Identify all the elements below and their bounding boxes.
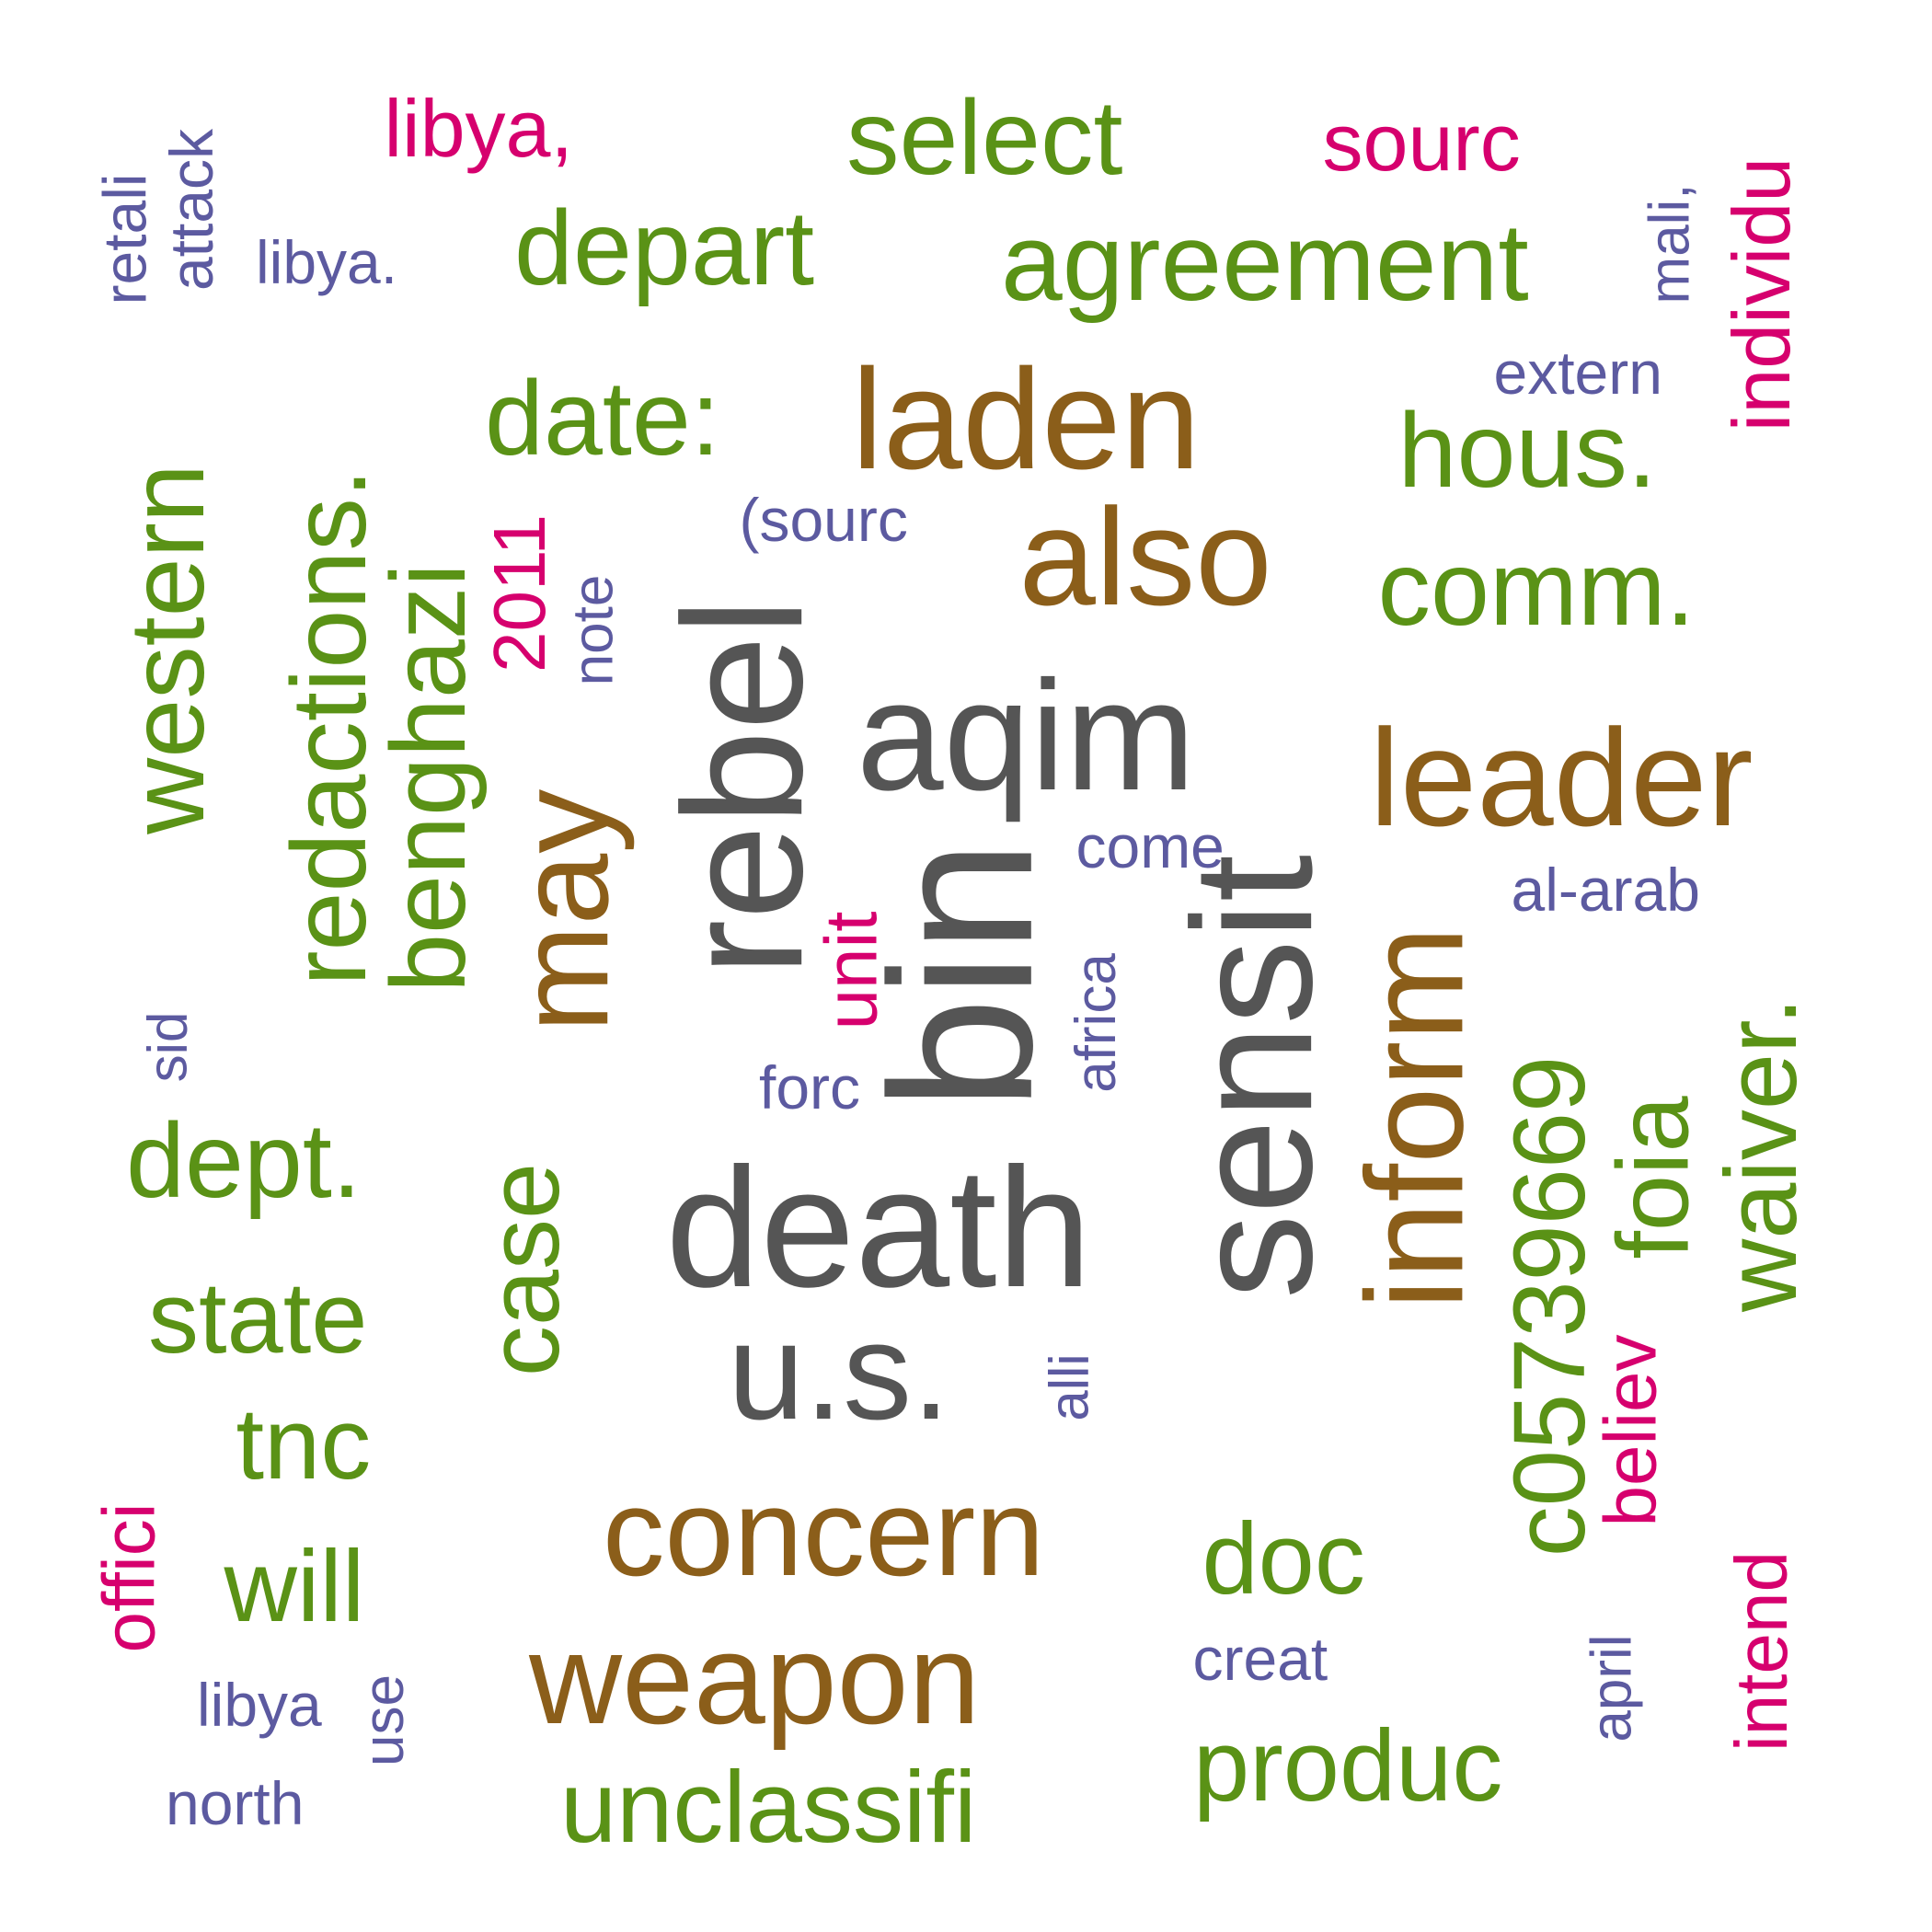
word-sid: sid	[135, 1011, 198, 1083]
word-attack: attack	[157, 128, 226, 292]
word-western: western	[108, 463, 226, 834]
word-hous: hous.	[1397, 391, 1657, 510]
word-benghazi: benghazi	[369, 562, 488, 993]
word-2011: 2011	[478, 513, 561, 673]
word-sourc: sourc	[1322, 97, 1521, 188]
word-april: april	[1580, 1634, 1644, 1742]
word-select: select	[846, 78, 1123, 197]
word-intend: intend	[1719, 1551, 1802, 1752]
word-al-arab: al-arab	[1511, 856, 1700, 924]
word-offici: offici	[87, 1502, 170, 1653]
word-inform: inform	[1336, 926, 1491, 1310]
word-believ: believ	[1589, 1334, 1672, 1527]
word-extern: extern	[1493, 339, 1662, 407]
word-leader: leader	[1369, 700, 1754, 855]
word-may: may	[490, 788, 636, 1033]
word-aqim: aqim	[857, 649, 1196, 823]
word-libya: libya.	[256, 228, 398, 296]
word-redactions: redactions.	[270, 467, 388, 986]
word-mali: mali,	[1637, 183, 1701, 305]
word-date: date:	[485, 359, 720, 477]
word-note: note	[560, 574, 625, 686]
word-dept: dept.	[126, 1101, 362, 1220]
word-foia: foia	[1596, 1096, 1710, 1259]
word-africa: africa	[1064, 953, 1128, 1093]
word-agreement: agreement	[1001, 201, 1529, 324]
word-unclassifi: unclassifi	[560, 1751, 977, 1864]
word-sourc: (sourc	[739, 486, 908, 554]
word-depart: depart	[514, 189, 815, 307]
word-individu: individu	[1716, 156, 1808, 432]
word-north: north	[166, 1769, 305, 1837]
word-concern: concern	[603, 1462, 1045, 1602]
word-creat: creat	[1192, 1625, 1328, 1693]
word-waiver: waiver.	[1705, 996, 1819, 1313]
word-also: also	[1018, 479, 1272, 634]
word-c05739669: c05739669	[1493, 1055, 1607, 1558]
word-retali: retali	[90, 173, 159, 305]
word-comm: comm.	[1377, 529, 1696, 648]
word-forc: forc	[759, 1053, 861, 1121]
word-alli: alli	[1038, 1353, 1100, 1421]
word-tnc: tnc	[236, 1387, 372, 1501]
word-libya: libya	[197, 1671, 322, 1739]
word-produc: produc	[1193, 1709, 1503, 1823]
word-will: will	[224, 1530, 365, 1643]
word-laden: laden	[851, 339, 1201, 499]
word-come: come	[1075, 812, 1225, 880]
word-state: state	[148, 1261, 368, 1374]
word-death: death	[665, 1133, 1092, 1323]
word-weapon: weapon	[529, 1606, 981, 1751]
word-libya: libya,	[384, 83, 573, 174]
word-doc: doc	[1202, 1502, 1365, 1616]
word-unit: unit	[809, 911, 891, 1030]
word-case: case	[467, 1162, 581, 1377]
word-use: use	[351, 1674, 416, 1766]
word-rebel: rebel	[648, 597, 838, 976]
word-u-s: u.s.	[728, 1294, 950, 1448]
word-sensit: sensit	[1157, 854, 1348, 1299]
